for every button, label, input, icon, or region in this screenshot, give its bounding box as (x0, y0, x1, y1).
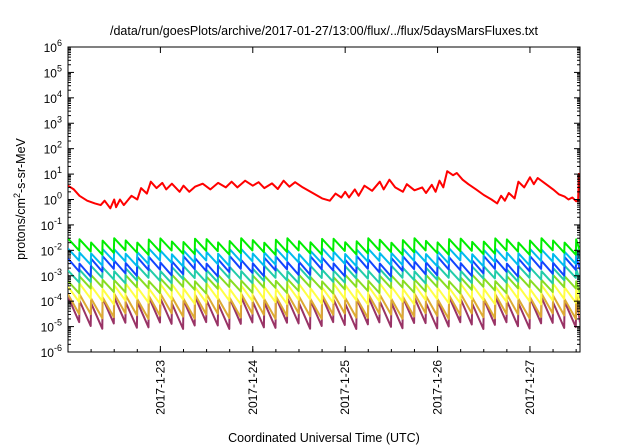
x-tick-label: 2017-1-25 (338, 360, 352, 415)
y-tick-exponent: 6 (57, 38, 62, 48)
series-line-2 (68, 247, 580, 268)
y-axis-label-exponent: 2 (12, 193, 22, 198)
y-axis-label-rest: -s-sr-MeV (14, 137, 28, 193)
y-tick-label: 106 (44, 38, 62, 55)
y-axis-label: protons/cm2-s-sr-MeV (12, 137, 28, 259)
x-tick-label: 2017-1-27 (523, 360, 537, 415)
y-tick-exponent: 5 (57, 63, 62, 73)
y-tick-exponent: -3 (54, 267, 62, 277)
series-line-5 (68, 273, 580, 295)
x-tick-label: 2017-1-23 (153, 360, 167, 415)
y-tick-exponent: 0 (57, 191, 62, 201)
x-axis-label: Coordinated Universal Time (UTC) (228, 431, 420, 445)
series-line-8 (68, 295, 580, 330)
y-tick-label: 100 (44, 191, 62, 208)
y-tick-label: 103 (44, 114, 62, 131)
y-tick-label: 104 (44, 89, 62, 106)
y-tick-exponent: -2 (54, 241, 62, 251)
y-tick-exponent: -5 (54, 318, 62, 328)
series-line-4 (68, 264, 580, 285)
series-line-6 (68, 282, 580, 306)
y-tick-label: 102 (44, 140, 62, 157)
chart-title: /data/run/goesPlots/archive/2017-01-27/1… (110, 24, 539, 38)
y-tick-exponent: 2 (57, 140, 62, 150)
y-tick-exponent: -4 (54, 292, 62, 302)
y-tick-label: 10-1 (41, 216, 62, 233)
y-axis-ticks: 10-610-510-410-310-210-11001011021031041… (41, 38, 580, 360)
y-tick-label: 10-5 (41, 318, 62, 335)
y-axis-label-unit: protons/cm (14, 198, 28, 260)
series-line-1 (68, 237, 580, 256)
x-tick-label: 2017-1-26 (431, 360, 445, 415)
series-layer (68, 170, 580, 330)
y-tick-label: 105 (44, 63, 62, 80)
y-tick-label: 10-3 (41, 267, 62, 284)
x-axis-ticks: 2017-1-23 2017-1-24 2017-1-25 2017-1-26 2017… (67, 47, 577, 415)
y-tick-exponent: 3 (57, 114, 62, 124)
series-line-7 (68, 292, 580, 320)
x-tick-label: 2017-1-24 (246, 360, 260, 415)
y-tick-exponent: 4 (57, 89, 62, 99)
y-tick-exponent: -6 (54, 343, 62, 353)
series-line-0 (68, 170, 580, 210)
y-tick-label: 10-4 (41, 292, 62, 309)
y-tick-label: 10-6 (41, 343, 62, 360)
series-line-3 (68, 255, 580, 278)
y-tick-exponent: 1 (57, 165, 62, 175)
y-tick-exponent: -1 (54, 216, 62, 226)
y-tick-label: 10-2 (41, 241, 62, 258)
y-tick-label: 101 (44, 165, 62, 182)
